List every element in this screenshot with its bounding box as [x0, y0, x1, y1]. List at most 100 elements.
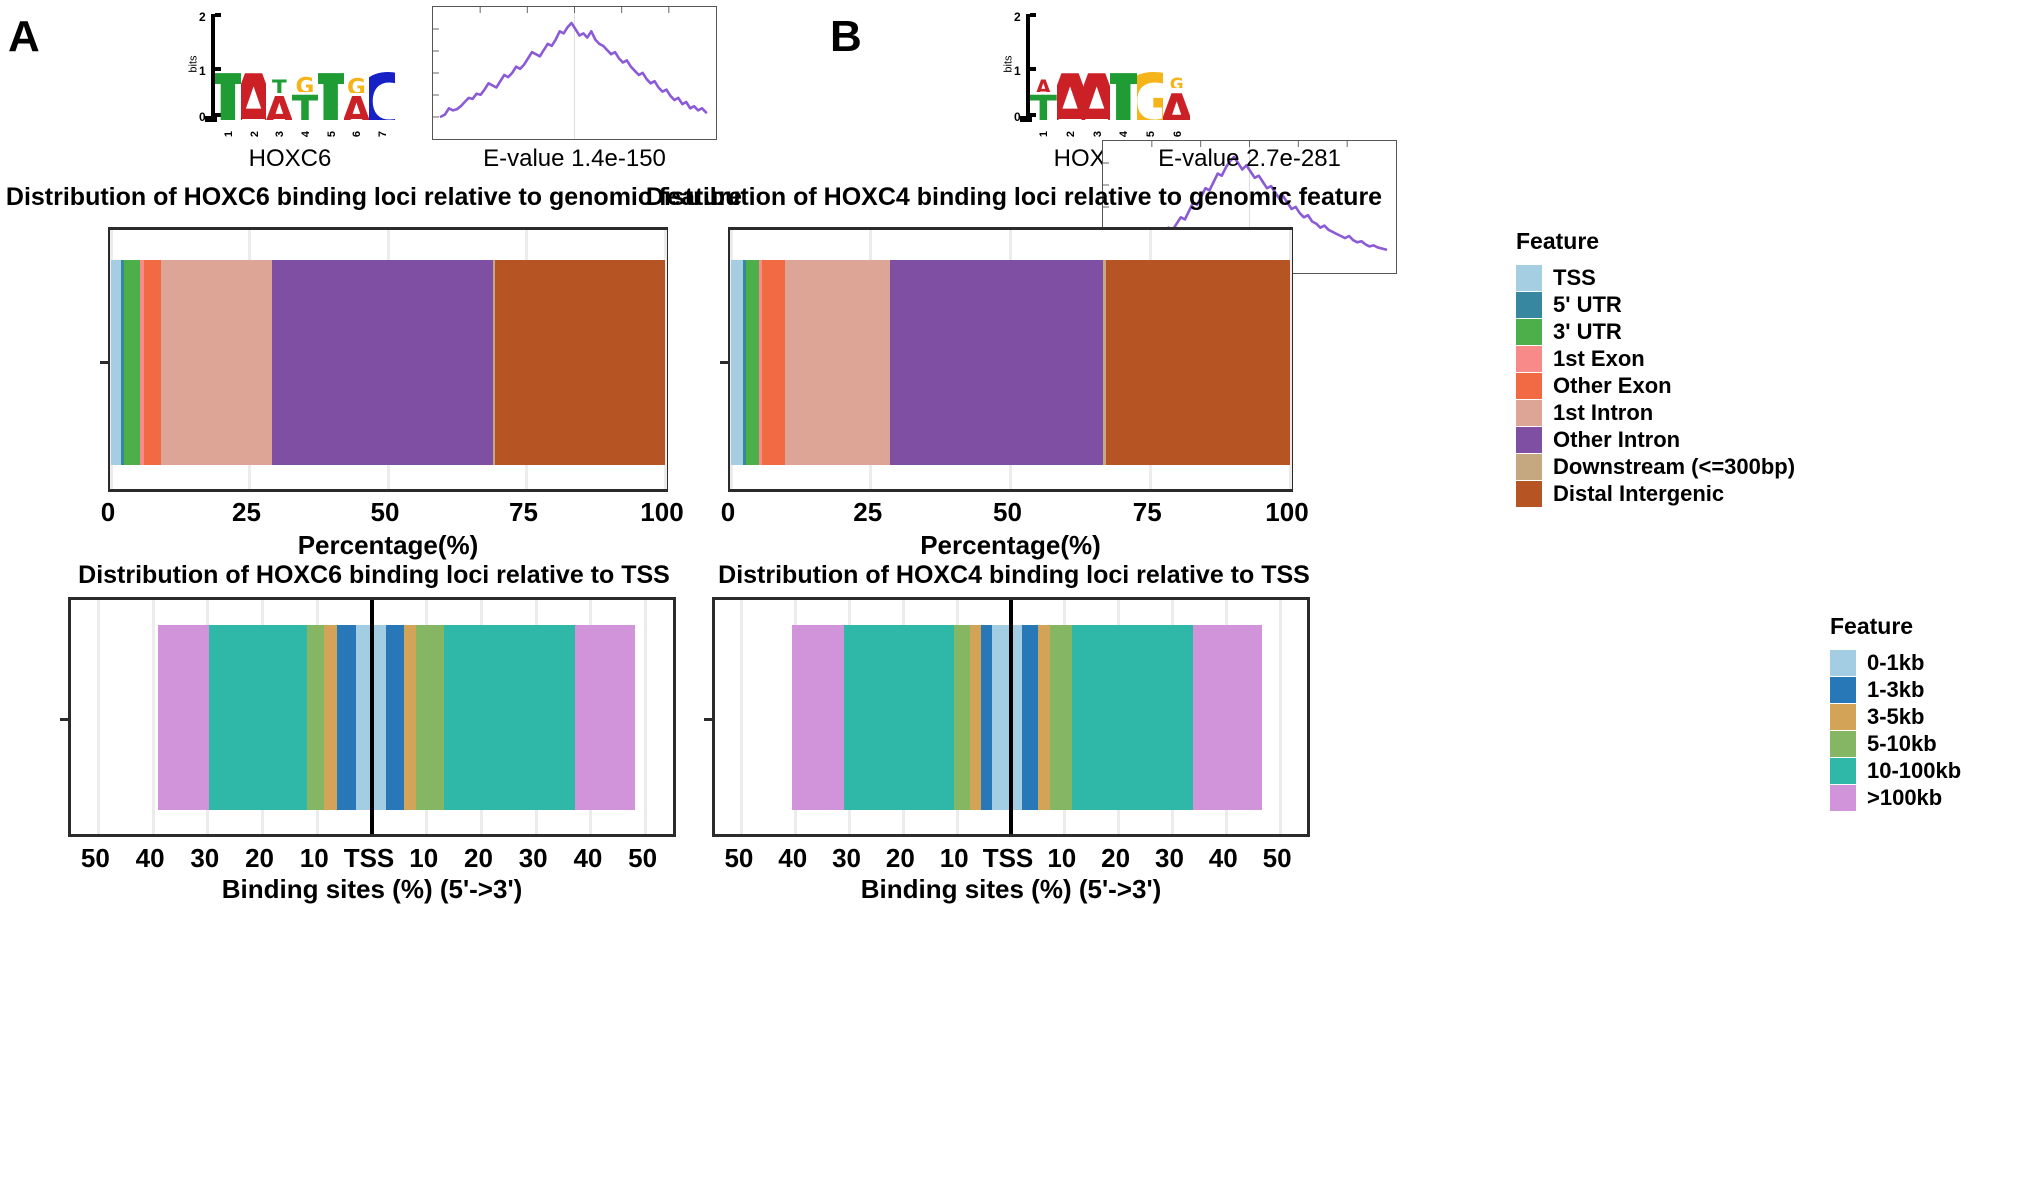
motif-caption-hoxc6: HOXC6 [248, 145, 332, 172]
feature-legend-label: 1st Exon [1553, 346, 1645, 371]
bar-segment[interactable] [784, 260, 891, 465]
motif-position-label: 2 [248, 130, 261, 138]
feature-legend-label: 1st Intron [1553, 400, 1654, 425]
tss-legend-item[interactable]: 1-3kb [1830, 677, 1961, 703]
bar-segment[interactable] [403, 625, 417, 810]
feature-chart-title-a: Distribution of HOXC6 binding loci relat… [5, 183, 743, 211]
bar-segment[interactable] [355, 625, 372, 810]
tss-legend-label: 0-1kb [1867, 650, 1925, 675]
logo-axis-tick [215, 67, 221, 71]
logo-axis-base [205, 116, 217, 122]
bar-segment[interactable] [1103, 260, 1106, 465]
bar-segment[interactable] [953, 625, 971, 810]
bar-segment[interactable] [1011, 625, 1022, 810]
bar-segment[interactable] [1192, 625, 1262, 810]
feature-chart-plot-b [720, 227, 1293, 492]
bar-segment[interactable] [843, 625, 954, 810]
bar-segment[interactable] [746, 260, 759, 465]
bar-segment[interactable] [160, 260, 272, 465]
feature-legend-label: Downstream (<=300bp) [1553, 454, 1796, 479]
logo-axis-tick-label: 2 [199, 10, 206, 24]
bar-segment[interactable] [120, 260, 124, 465]
motif-logo-hoxc6: 210bitsT1A2AT3TG4T5AG6C7 [185, 10, 395, 142]
tss-legend-swatch-icon [1830, 650, 1856, 676]
logo-axis-tick-label: 1 [199, 64, 206, 78]
bar-segment[interactable] [111, 260, 121, 465]
bar-segment[interactable] [386, 625, 404, 810]
x-tick-label: 50 [80, 843, 110, 873]
bar-segment[interactable] [208, 625, 307, 810]
feature-legend-item[interactable]: 3' UTR [1516, 319, 1795, 345]
tss-legend-label: 10-100kb [1867, 758, 1962, 783]
tss-legend-item[interactable]: 5-10kb [1830, 731, 1961, 757]
tss-legend-item[interactable]: 3-5kb [1830, 704, 1961, 730]
bar-segment[interactable] [140, 260, 144, 465]
motif-logo-hoxc4: 210bitsTA1A2A3T4G5AG6 [1000, 10, 1190, 142]
x-tick-label: 75 [1132, 497, 1162, 527]
feature-legend-label: TSS [1553, 265, 1596, 290]
bar-segment[interactable] [981, 625, 992, 810]
logo-axis-tick [1030, 113, 1036, 117]
motif-letter: C [369, 66, 395, 120]
bar-segment[interactable] [306, 625, 325, 810]
x-tick-label: 40 [1208, 843, 1238, 873]
bar-segment[interactable] [758, 260, 763, 465]
bar-segment[interactable] [143, 260, 161, 465]
feature-legend-item[interactable]: Other Exon [1516, 373, 1795, 399]
bar-segment[interactable] [324, 625, 337, 810]
evalue-plot-hoxc6 [432, 6, 717, 140]
feature-legend-item[interactable]: Other Intron [1516, 427, 1795, 453]
bar-segment[interactable] [792, 625, 844, 810]
tss-chart-xlabel-b: Binding sites (%) (5'->3') [860, 874, 1162, 904]
bar-segment[interactable] [1105, 260, 1290, 465]
feature-legend-item[interactable]: 1st Exon [1516, 346, 1795, 372]
bar-segment[interactable] [1071, 625, 1193, 810]
bar-segment[interactable] [495, 260, 665, 465]
bar-segment[interactable] [1037, 625, 1051, 810]
tss-chart-plot-b [704, 597, 1310, 837]
bar-segment[interactable] [731, 260, 744, 465]
tss-legend-item[interactable]: >100kb [1830, 785, 1961, 811]
bar-segment[interactable] [271, 260, 494, 465]
feature-legend-item[interactable]: TSS [1516, 265, 1795, 291]
feature-legend-item[interactable]: Downstream (<=300bp) [1516, 454, 1795, 480]
bar-segment[interactable] [970, 625, 982, 810]
y-tick [720, 361, 729, 364]
bar-segment[interactable] [123, 260, 141, 465]
feature-legend-item[interactable]: Distal Intergenic [1516, 481, 1795, 507]
bar-segment[interactable] [336, 625, 356, 810]
bar-segment[interactable] [416, 625, 444, 810]
y-tick [60, 718, 69, 721]
motif-letter: T [1030, 91, 1057, 120]
tss-legend-item[interactable]: 0-1kb [1830, 650, 1961, 676]
tss-legend-label: >100kb [1867, 785, 1943, 810]
x-tick-label: 50 [993, 497, 1022, 527]
x-tick-label: 20 [463, 843, 493, 873]
x-tick-label: 10 [409, 843, 439, 873]
bar-segment[interactable] [1050, 625, 1072, 810]
logo-axis-tick-label: 2 [1014, 10, 1021, 24]
tss-legend-label: 1-3kb [1867, 677, 1925, 702]
bar-segment[interactable] [575, 625, 636, 810]
logo-axis-tick [215, 13, 221, 17]
x-tick-label: TSS [982, 843, 1034, 873]
bar-segment[interactable] [493, 260, 496, 465]
feature-legend-swatch-icon [1516, 265, 1542, 291]
x-tick-label: 75 [509, 497, 538, 527]
bar-segment[interactable] [762, 260, 785, 465]
bar-segment[interactable] [1021, 625, 1038, 810]
bar-segment[interactable] [743, 260, 747, 465]
bar-segment[interactable] [890, 260, 1104, 465]
x-tick-label: 40 [135, 843, 165, 873]
bar-segment[interactable] [991, 625, 1011, 810]
bar-segment[interactable] [158, 625, 209, 810]
bar-segment[interactable] [443, 625, 576, 810]
feature-legend-item[interactable]: 5' UTR [1516, 292, 1795, 318]
feature-legend-item[interactable]: 1st Intron [1516, 400, 1795, 426]
feature-legend-swatch-icon [1516, 373, 1542, 399]
tss-legend-item[interactable]: 10-100kb [1830, 758, 1961, 784]
x-tick-label: 50 [1262, 843, 1292, 873]
bar-segment[interactable] [372, 625, 387, 810]
motif-position-label: 2 [1065, 130, 1077, 138]
x-tick-label: 25 [232, 497, 261, 527]
